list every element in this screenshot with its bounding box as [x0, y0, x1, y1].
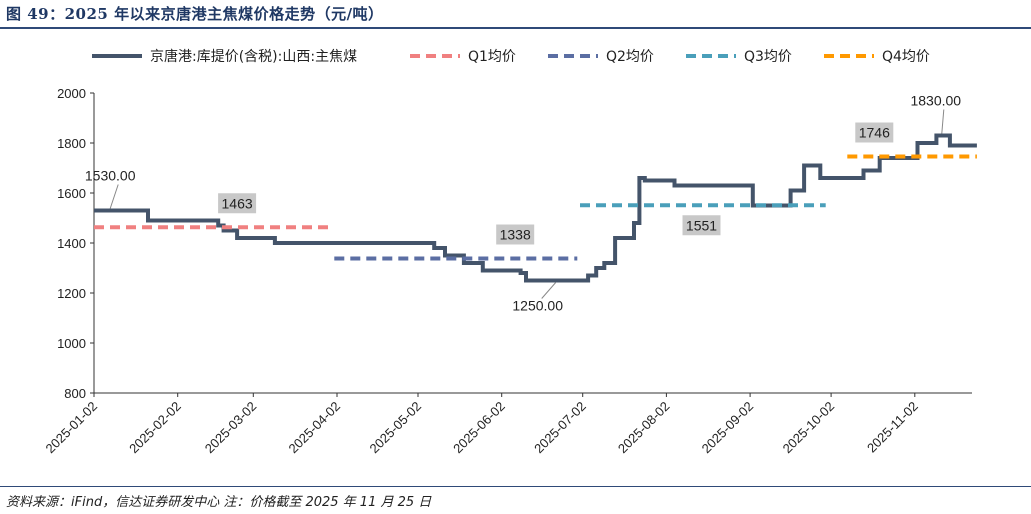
x-tick-label: 2025-04-02	[285, 399, 343, 457]
callout-leader	[541, 282, 557, 299]
title-rule	[0, 27, 1031, 29]
x-tick-label: 2025-01-02	[42, 399, 100, 457]
price-series-line	[94, 133, 977, 283]
avg-label: 1463	[222, 195, 253, 211]
y-tick-label: 2000	[57, 86, 86, 101]
callout-label: 1250.00	[512, 298, 563, 314]
avg-label-box	[496, 224, 535, 245]
avg-label: 1338	[500, 227, 531, 243]
y-tick-label: 1400	[57, 236, 86, 251]
annotation-layer: 1530.00 1250.00 1830.00 1463 1338 1551 1746	[85, 93, 961, 314]
callout-leader	[109, 184, 119, 209]
x-tick-label: 2025-02-02	[126, 399, 184, 457]
x-tick-label: 2025-10-02	[780, 399, 838, 457]
avg-label-box	[855, 122, 894, 143]
x-tick-label: 2025-11-02	[864, 399, 921, 456]
legend-label: Q4均价	[882, 49, 930, 65]
y-tick-label: 1000	[57, 336, 86, 351]
legend-label: Q3均价	[744, 49, 792, 65]
x-tick-label: 2025-05-02	[366, 399, 424, 457]
y-tick-label: 1600	[57, 186, 86, 201]
footer-rule	[0, 486, 1031, 487]
callout-label: 1530.00	[85, 168, 136, 184]
x-tick-label: 2025-09-02	[699, 399, 757, 457]
x-tick-label: 2025-08-02	[615, 399, 673, 457]
legend-label: Q1均价	[468, 49, 516, 65]
y-tick-label: 1200	[57, 286, 86, 301]
avg-label: 1551	[686, 217, 717, 233]
x-tick-label: 2025-07-02	[531, 399, 589, 457]
avg-label: 1746	[859, 125, 890, 141]
series-layer	[94, 133, 977, 283]
figure-title: 图 49：2025 年以来京唐港主焦煤价格走势（元/吨）	[6, 5, 384, 23]
callout-label: 1830.00	[910, 93, 961, 109]
x-tick-label: 2025-06-02	[450, 399, 508, 457]
y-tick-label: 800	[64, 386, 86, 401]
x-tick-label: 2025-03-02	[202, 399, 260, 457]
y-tick-label: 1800	[57, 136, 86, 151]
legend-label: 京唐港:库提价(含税):山西:主焦煤	[150, 48, 357, 65]
legend-label: Q2均价	[606, 49, 654, 65]
callout-leader	[941, 109, 945, 134]
source-note: 资料来源：iFind，信达证券研发中心 注：价格截至 2025 年 11 月 2…	[6, 495, 432, 510]
avg-label-box	[682, 215, 721, 236]
legend: 京唐港:库提价(含税):山西:主焦煤 Q1均价 Q2均价 Q3均价 Q4均价	[92, 48, 930, 65]
avg-label-box	[218, 193, 257, 214]
price-chart: 京唐港:库提价(含税):山西:主焦煤 Q1均价 Q2均价 Q3均价 Q4均价 800 10…	[42, 48, 977, 457]
